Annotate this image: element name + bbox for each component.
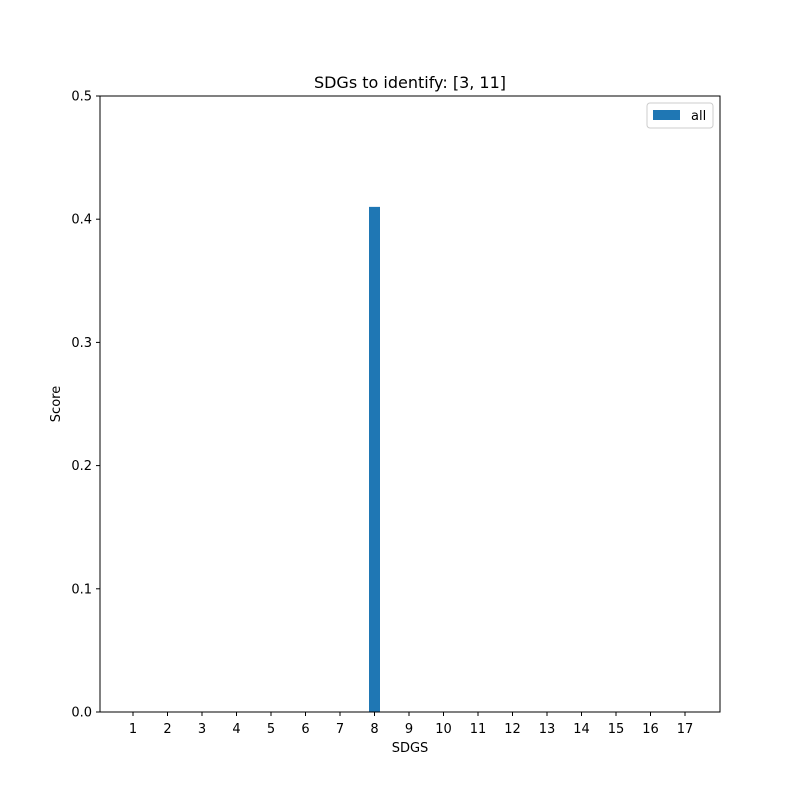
plot-frame (99, 95, 721, 713)
y-tick-label: 0.0 (71, 706, 92, 721)
x-tick-label: 11 (470, 722, 487, 737)
y-tick-label: 0.4 (71, 213, 92, 228)
x-tick-label: 10 (435, 722, 452, 737)
y-tick-label: 0.3 (71, 336, 92, 351)
x-tick-label: 1 (129, 722, 137, 737)
x-tick-label: 17 (677, 722, 694, 737)
legend: all (646, 102, 714, 129)
chart-title: SDGs to identify: [3, 11] (314, 73, 506, 92)
x-tick-label: 4 (232, 722, 240, 737)
y-axis-label: Score (49, 386, 64, 422)
y-tick-label: 0.2 (71, 459, 92, 474)
y-axis: 0.0 0.1 0.2 0.3 0.4 0.5 (71, 90, 100, 721)
bar-8 (369, 206, 380, 712)
x-tick-label: 2 (163, 722, 171, 737)
legend-swatch (653, 110, 680, 120)
x-tick-label: 9 (405, 722, 413, 737)
x-tick-label: 8 (370, 722, 378, 737)
x-tick-label: 3 (198, 722, 206, 737)
bars-layer (369, 206, 380, 712)
x-tick-label: 16 (642, 722, 659, 737)
x-tick-label: 7 (336, 722, 344, 737)
legend-label: all (691, 109, 706, 124)
x-tick-label: 14 (573, 722, 590, 737)
y-tick-label: 0.5 (71, 90, 92, 105)
x-tick-label: 12 (504, 722, 521, 737)
x-axis: 1 2 3 4 5 6 7 8 9 10 11 12 13 14 15 16 17 (129, 712, 693, 737)
x-tick-label: 6 (301, 722, 309, 737)
y-tick-label: 0.1 (71, 582, 92, 597)
x-axis-label: SDGS (392, 741, 429, 756)
x-tick-label: 13 (539, 722, 556, 737)
x-tick-label: 5 (267, 722, 275, 737)
x-tick-label: 15 (608, 722, 625, 737)
